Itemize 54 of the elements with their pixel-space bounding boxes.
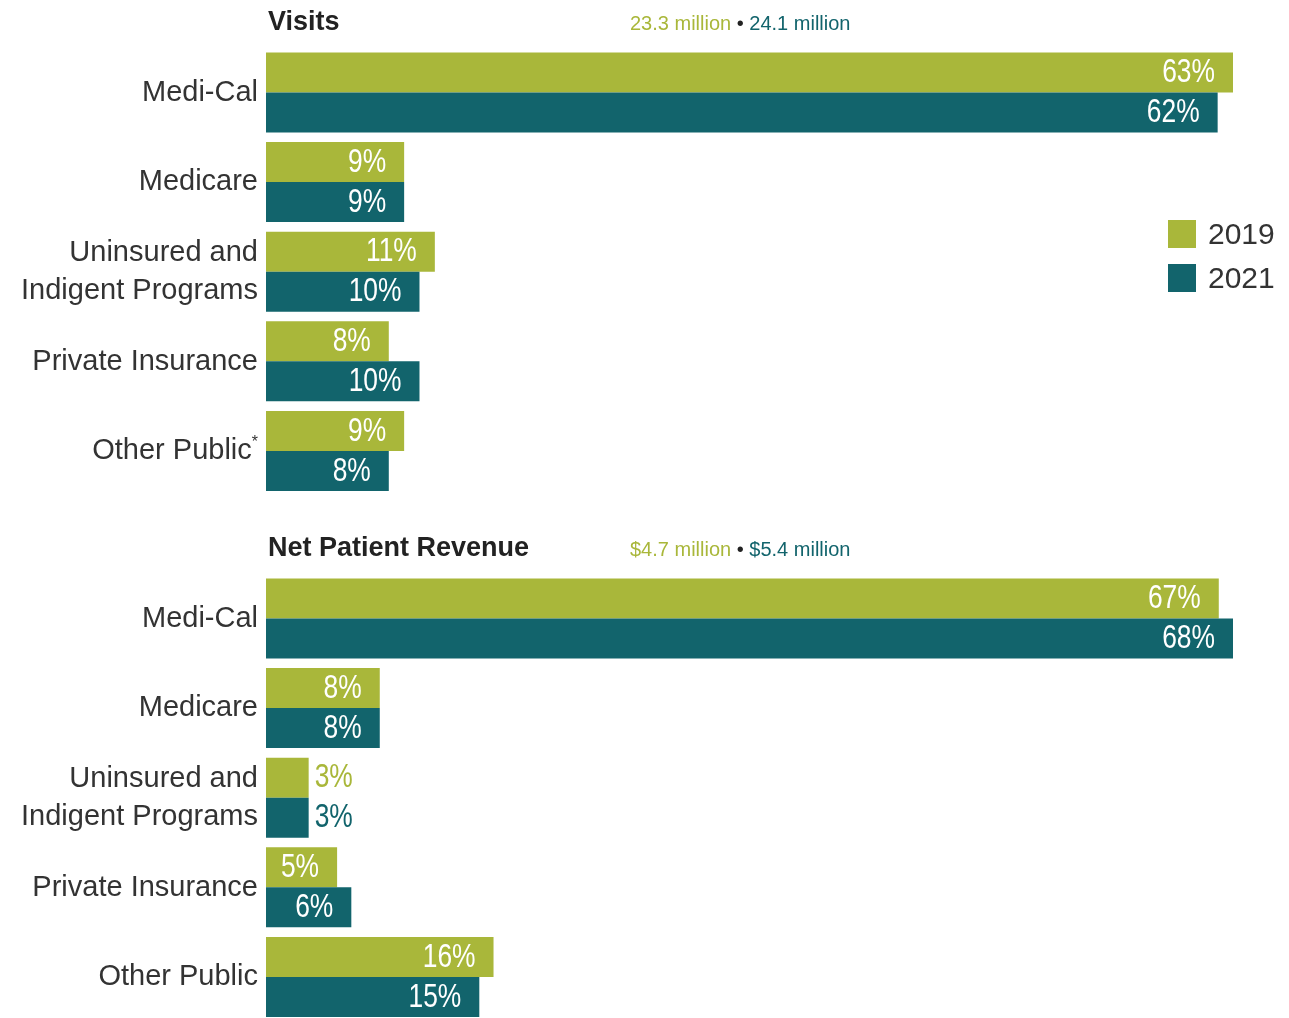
data-label: 8% (323, 707, 362, 745)
data-label: 16% (422, 936, 476, 974)
data-label: 8% (332, 450, 371, 488)
y-tick-label: Medi-Cal (141, 600, 258, 633)
chart-subtitle: 23.3 million • 24.1 million (630, 12, 851, 34)
data-label: 5% (280, 847, 320, 884)
bar (266, 668, 380, 709)
data-label: 3% (314, 797, 353, 835)
bar (266, 271, 420, 312)
legend-label: 2019 (1208, 217, 1275, 251)
data-label: 6% (295, 887, 334, 924)
data-label: 68% (1162, 618, 1215, 655)
bar (266, 231, 435, 272)
y-tick-label: Medicare (138, 690, 258, 723)
y-tick-label: Private Insurance (32, 869, 258, 902)
data-label: 67% (1147, 578, 1201, 615)
bar (266, 757, 309, 798)
bar (266, 976, 480, 1017)
bar (266, 410, 405, 451)
bar (266, 142, 405, 183)
y-tick-label: Uninsured and Indigent Programs (21, 234, 258, 305)
chart-title: Net Patient Revenue (268, 532, 530, 563)
bar (266, 450, 389, 491)
bar (266, 321, 389, 362)
y-tick-label: Other Public (98, 958, 258, 991)
bar (266, 797, 309, 838)
bar (266, 92, 1218, 133)
data-label: 62% (1146, 92, 1200, 129)
bar (266, 52, 1233, 93)
y-tick-label: Private Insurance (32, 343, 258, 376)
y-tick-label: Medi-Cal (141, 74, 258, 107)
y-tick-label: Uninsured and Indigent Programs (21, 760, 258, 831)
data-label: 8% (332, 321, 371, 358)
bar (266, 936, 494, 977)
data-label: 8% (323, 667, 362, 705)
bar (266, 708, 380, 749)
bar (266, 361, 420, 402)
chart-title: Visits (268, 6, 340, 37)
y-tick-label: Medicare (138, 164, 258, 197)
bar (266, 578, 1219, 619)
data-label: 3% (314, 757, 353, 795)
data-label: 10% (348, 361, 402, 398)
y-tick-label: Other Public$^{*}$ (92, 432, 258, 465)
data-label: 11% (365, 231, 417, 269)
data-label: 9% (347, 181, 387, 219)
data-label: 9% (347, 141, 387, 179)
data-label: 10% (348, 271, 402, 309)
bar (266, 182, 405, 223)
chart-subtitle: $4.7 million • $5.4 million (630, 538, 851, 560)
data-label: 15% (408, 976, 462, 1014)
bar (266, 618, 1233, 659)
legend-label: 2021 (1208, 261, 1275, 295)
data-label: 9% (347, 410, 387, 448)
data-label: 63% (1162, 52, 1215, 89)
